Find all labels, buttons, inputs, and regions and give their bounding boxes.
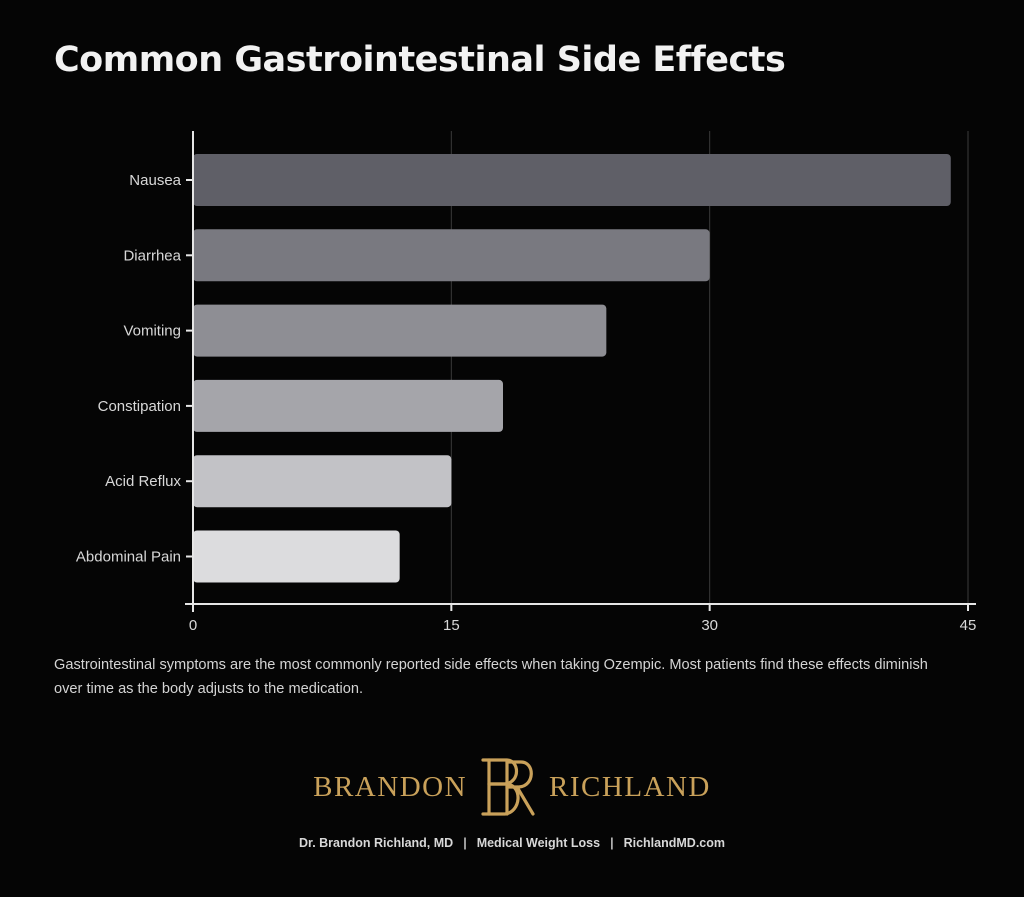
chart-title: Common Gastrointestinal Side Effects [54, 40, 786, 80]
footer-separator: | [463, 836, 467, 850]
brand-word-right: RICHLAND [549, 770, 711, 803]
y-tick-label: Acid Reflux [105, 473, 181, 490]
footer-website-link[interactable]: RichlandMD.com [623, 836, 725, 850]
x-tick-label: 0 [189, 617, 197, 634]
bar [193, 455, 452, 508]
tick-labels: Nausea Diarrhea Vomiting Constipation Acid R… [76, 172, 976, 634]
footer-separator: | [610, 836, 614, 850]
brand-word-left: BRANDON [313, 770, 468, 803]
footer: Dr. Brandon Richland, MD | Medical Weight … [0, 836, 1024, 850]
brand-logo: BRANDON RICHLAND [0, 752, 1024, 822]
x-tick-label: 15 [443, 617, 460, 634]
bar [193, 530, 400, 583]
chart-caption: Gastrointestinal symptoms are the most c… [54, 657, 928, 697]
x-tick-label: 45 [960, 617, 977, 634]
y-tick-label: Constipation [98, 398, 181, 415]
y-tick-label: Abdominal Pain [76, 549, 181, 566]
bar [193, 229, 710, 282]
br-monogram-icon [481, 758, 535, 816]
footer-doctor-name: Dr. Brandon Richland, MD [299, 836, 454, 850]
gridlines [450, 131, 969, 604]
y-tick-label: Nausea [129, 172, 181, 189]
bars [193, 154, 951, 583]
bar [193, 379, 503, 432]
bar [193, 304, 607, 357]
x-tick-label: 30 [701, 617, 718, 634]
bar [193, 154, 951, 206]
y-tick-label: Vomiting [123, 323, 181, 340]
footer-program: Medical Weight Loss [476, 836, 601, 850]
y-tick-label: Diarrhea [123, 247, 181, 264]
axes [185, 131, 976, 612]
